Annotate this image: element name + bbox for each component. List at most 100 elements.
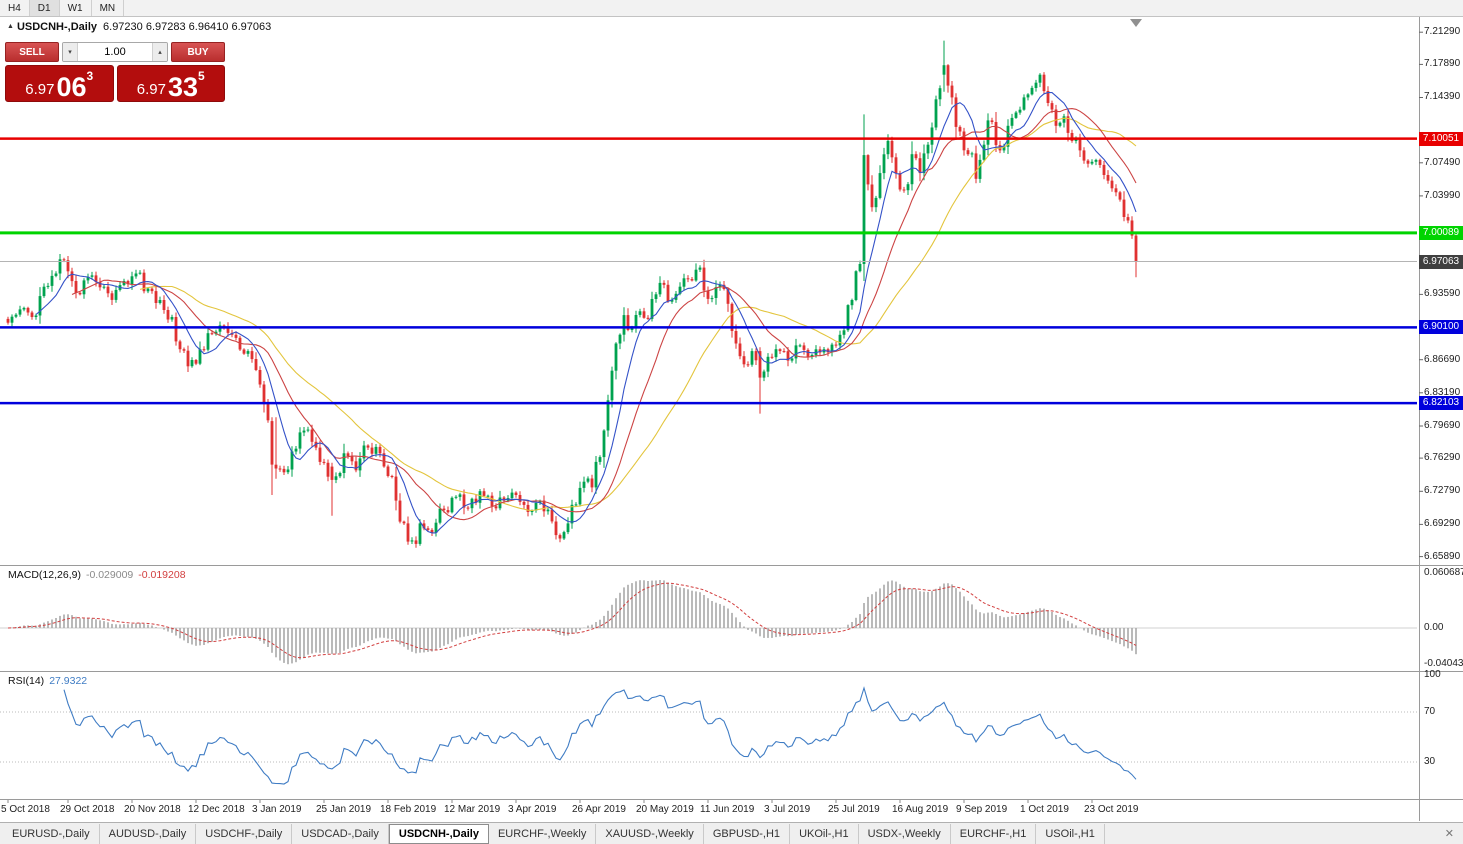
date-label: 3 Apr 2019 [508,804,557,815]
tab-usdcad-daily[interactable]: USDCAD-,Daily [292,823,389,844]
ma-line-8 [35,92,1137,534]
ma-line-34 [139,117,1137,512]
rsi-line [63,686,1137,785]
rsi-scale-label: 30 [1424,756,1436,767]
date-label: 26 Apr 2019 [572,804,626,815]
price-tick-label: 6.72790 [1424,485,1461,497]
price-tick-label: 7.03990 [1424,189,1461,201]
price-tick-label: 7.21290 [1424,26,1461,38]
symbol-label: USDCNH-,Daily [16,21,98,33]
buy-price-big: 33 [167,71,199,102]
level-price-badge: 6.90100 [1419,320,1463,335]
date-label: 20 Nov 2018 [124,804,181,815]
tab-eurchf-weekly[interactable]: EURCHF-,Weekly [489,823,597,844]
date-label: 25 Jan 2019 [316,804,372,815]
rsi-scale-label: 70 [1424,706,1436,717]
tab-eurusd-daily[interactable]: EURUSD-,Daily [3,823,100,844]
chart-tabs: EURUSD-,Daily AUDUSD-,Daily USDCHF-,Daily U… [3,823,1105,844]
timeframe-toolbar: H4 D1 W1 MN [0,0,1463,17]
buy-price-sup: 5 [198,69,205,83]
one-click-trading-panel: SELL ▾ 1.00 ▴ BUY 6.97 06 3 6.97 33 5 [5,42,225,102]
volume-decrease-icon[interactable]: ▾ [63,43,78,61]
date-label: 25 Jul 2019 [828,804,880,815]
price-tick-label: 6.93590 [1424,288,1461,300]
level-price-badge: 7.10051 [1419,131,1463,146]
tab-usdchf-daily[interactable]: USDCHF-,Daily [196,823,293,844]
macd-scale-label: 0.060687 [1424,567,1463,579]
price-tick-label: 6.76290 [1424,452,1461,464]
candles-layer [6,40,1138,548]
rsi-indicator-label: RSI(14) 27.9322 [8,675,87,687]
level-price-badge: 7.00089 [1419,225,1463,240]
close-icon[interactable]: ✕ [1444,828,1454,840]
tab-ukoil-h1[interactable]: UKOil-,H1 [790,823,859,844]
tab-usdcnh-daily[interactable]: USDCNH-,Daily [388,823,489,844]
date-label: 29 Oct 2018 [60,804,115,815]
rsi-value: 27.9322 [49,675,88,687]
price-chart-canvas[interactable] [0,16,1463,822]
date-label: 3 Jan 2019 [252,804,302,815]
price-tick-label: 6.83190 [1424,386,1461,398]
macd-scale-label: 0.00 [1424,622,1444,633]
rsi-name: RSI(14) [8,675,45,687]
tab-usdx-weekly[interactable]: USDX-,Weekly [859,823,951,844]
timeframe-buttons: H4 D1 W1 MN [0,0,125,16]
chart-tab-bar: EURUSD-,Daily AUDUSD-,Daily USDCHF-,Daily U… [0,822,1463,844]
chart-title: ▲ USDCNH-,Daily 6.97230 6.97283 6.96410 6.… [7,21,271,33]
buy-price-display[interactable]: 6.97 33 5 [116,65,225,102]
sell-price-big: 06 [56,71,87,102]
date-axis: 5 Oct 2018 29 Oct 2018 20 Nov 2018 12 Dec 2… [0,801,1417,820]
level-price-badge: 6.82103 [1419,396,1463,411]
price-tick-label: 7.07490 [1424,156,1461,168]
current-price-badge: 6.97063 [1419,254,1463,269]
macd-main-value: -0.029009 [85,569,134,581]
date-label: 12 Mar 2019 [444,804,501,815]
indicator-layer [0,580,1417,785]
tab-xauusd-weekly[interactable]: XAUUSD-,Weekly [596,823,704,844]
macd-indicator-label: MACD(12,26,9) -0.029009 -0.019208 [8,569,186,581]
tab-eurchf-h1[interactable]: EURCHF-,H1 [951,823,1037,844]
price-tick-label: 6.79690 [1424,419,1461,431]
price-tick-label: 7.17890 [1424,58,1461,70]
volume-increase-icon[interactable]: ▴ [152,43,167,61]
date-label: 16 Aug 2019 [892,804,949,815]
macd-name: MACD(12,26,9) [8,569,81,581]
tab-audusd-daily[interactable]: AUDUSD-,Daily [100,823,197,844]
tab-gbpusd-h1[interactable]: GBPUSD-,H1 [704,823,791,844]
buy-price-base: 6.97 [136,80,166,98]
timeframe-button-h4[interactable]: H4 [0,0,30,16]
date-label: 1 Oct 2019 [1020,804,1069,815]
date-label: 9 Sep 2019 [956,804,1008,815]
buy-button[interactable]: BUY [171,42,225,62]
sell-button[interactable]: SELL [5,42,59,62]
timeframe-button-mn[interactable]: MN [92,0,125,16]
rsi-scale-label: 100 [1424,668,1441,680]
macd-scale-label: -0.040432 [1424,658,1463,670]
tab-usoil-h1[interactable]: USOil-,H1 [1036,823,1105,844]
volume-input[interactable]: 1.00 [104,46,126,58]
price-tick-label: 6.65890 [1424,550,1461,562]
moving-averages-layer [35,92,1137,534]
price-tick-label: 6.69290 [1424,518,1461,530]
macd-signal-value: -0.019208 [138,569,186,581]
ohlc-values: 6.97230 6.97283 6.96410 6.97063 [103,21,272,33]
sell-price-sup: 3 [86,69,94,83]
date-label: 3 Jul 2019 [764,804,811,815]
timeframe-button-w1[interactable]: W1 [60,0,92,16]
volume-control: ▾ 1.00 ▴ [62,42,168,62]
timeframe-button-d1[interactable]: D1 [29,0,60,16]
date-label: 12 Dec 2018 [188,804,245,815]
price-tick-label: 6.86690 [1424,353,1461,365]
sell-price-display[interactable]: 6.97 06 3 [5,65,114,102]
collapse-icon[interactable]: ▲ [7,23,14,30]
date-label: 23 Oct 2019 [1084,804,1139,815]
price-tick-label: 7.14390 [1424,91,1461,103]
level-lines-layer [0,19,1417,405]
sell-price-base: 6.97 [25,80,55,98]
date-label: 20 May 2019 [636,804,694,815]
chart-shift-marker-icon[interactable] [1130,19,1142,27]
date-label: 18 Feb 2019 [380,804,437,815]
macd-signal-line [7,582,1137,659]
date-label: 11 Jun 2019 [700,804,755,815]
